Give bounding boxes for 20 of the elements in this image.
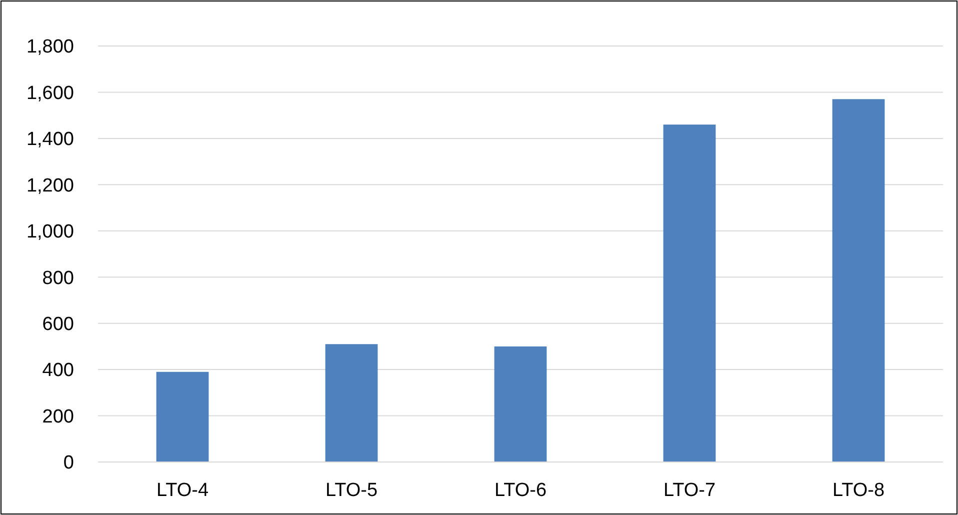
y-tick-label: 200 bbox=[42, 406, 74, 428]
y-tick-label: 400 bbox=[42, 360, 74, 382]
x-tick-label: LTO-8 bbox=[832, 480, 885, 501]
bar bbox=[325, 344, 378, 462]
y-tick-label: 1,000 bbox=[26, 222, 74, 243]
y-tick-label: 800 bbox=[42, 268, 74, 289]
bar bbox=[494, 346, 547, 462]
bar bbox=[832, 99, 885, 462]
x-tick-label: LTO-6 bbox=[494, 480, 547, 501]
x-tick-label: LTO-5 bbox=[325, 480, 378, 501]
x-tick-label: LTO-4 bbox=[156, 480, 209, 501]
bar bbox=[156, 372, 209, 462]
bar bbox=[663, 124, 716, 462]
y-tick-label: 1,800 bbox=[26, 36, 74, 58]
y-tick-label: 1,400 bbox=[26, 129, 74, 150]
y-tick-label: 1,200 bbox=[26, 175, 74, 196]
y-tick-label: 1,600 bbox=[26, 82, 74, 104]
y-tick-label: 0 bbox=[63, 452, 74, 474]
x-tick-label: LTO-7 bbox=[663, 480, 716, 501]
y-tick-label: 600 bbox=[42, 314, 74, 335]
